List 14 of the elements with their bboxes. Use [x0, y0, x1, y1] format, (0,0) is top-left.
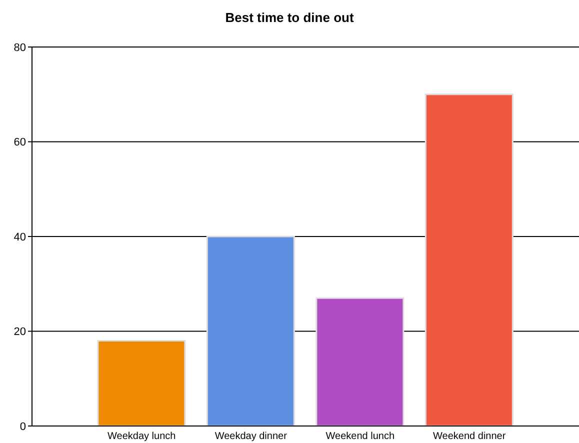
bar	[424, 94, 514, 426]
y-tick-label: 60	[14, 136, 26, 149]
bar	[206, 236, 295, 426]
x-tick-label: Weekend dinner	[433, 431, 506, 442]
x-tick-label: Weekday dinner	[214, 431, 288, 442]
bar	[316, 297, 404, 426]
y-tick-label: 40	[14, 231, 26, 244]
x-tick-label: Weekend lunch	[326, 431, 394, 442]
y-tick-label: 20	[14, 326, 26, 338]
bar	[97, 340, 186, 426]
y-tick-label: 0	[20, 420, 26, 433]
y-tick-label: 80	[14, 42, 26, 54]
chart-title: Best time to dine out	[224, 10, 355, 25]
x-tick-label: Weekday lunch	[108, 431, 176, 442]
